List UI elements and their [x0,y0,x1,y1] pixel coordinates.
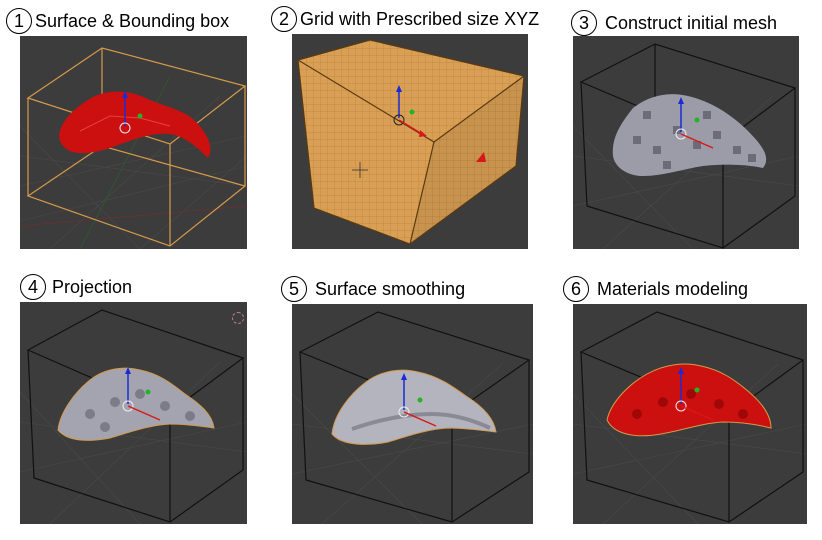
step-title: Materials modeling [597,278,749,299]
viewport-5 [292,304,533,524]
step-title: Projection [52,276,133,297]
voxel-grid-box-icon [296,39,526,245]
projected-mesh-icon [20,309,247,524]
step-4-label: 4 Projection [20,274,132,300]
step-number: 6 [563,276,589,302]
step-number: 4 [20,274,46,300]
step-3-label: 3 Construct initial mesh [571,10,777,36]
cursor-icon [232,312,244,324]
step-2-label: 2 Grid with Prescribed size XYZ [271,6,539,32]
step-5-label: 5 Surface smoothing [281,276,465,302]
step-title: Surface smoothing [315,278,466,299]
viewport-3 [573,36,799,249]
smoothed-mesh-icon [292,311,533,524]
liver-surface-bbox-icon [20,47,247,249]
viewport-1 [20,36,247,249]
viewport-6 [573,304,807,524]
viewport-4 [20,302,247,524]
voxel-mesh-icon [573,43,799,249]
step-number: 1 [6,8,32,34]
step-title: Construct initial mesh [605,12,778,33]
step-6-label: 6 Materials modeling [563,276,748,302]
step-title: Surface & Bounding box [35,10,230,31]
viewport-2 [292,34,528,249]
step-1-label: 1 Surface & Bounding box [6,8,229,34]
red-material-mesh-icon [573,311,807,524]
step-number: 2 [271,6,297,32]
step-title: Grid with Prescribed size XYZ [300,8,540,29]
step-number: 3 [571,10,597,36]
step-number: 5 [281,276,307,302]
